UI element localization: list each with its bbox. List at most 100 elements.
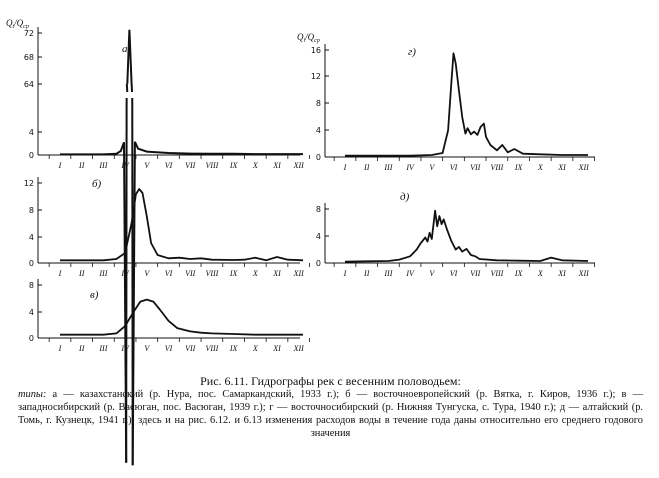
series-line <box>345 52 588 157</box>
month-label: VIII <box>205 269 218 278</box>
month-label: XI <box>272 269 281 278</box>
month-label: III <box>98 269 107 278</box>
month-label: X <box>537 163 544 172</box>
caption-body: типы: а — казахстанский (р. Нура, пос. С… <box>18 388 643 440</box>
month-label: X <box>252 344 259 353</box>
month-label: VI <box>165 344 173 353</box>
series-line-segment <box>126 29 133 85</box>
month-label: IX <box>229 269 239 278</box>
month-label: VIII <box>205 161 218 170</box>
month-label: III <box>383 269 392 278</box>
month-label: V <box>144 161 150 170</box>
month-label: V <box>429 269 435 278</box>
series-line <box>344 209 589 263</box>
month-label: II <box>363 269 370 278</box>
month-label: IX <box>514 163 524 172</box>
caption-text: а — казахстанский (р. Нура, пос. Самарка… <box>18 389 643 439</box>
y-tick-label: 16 <box>311 46 321 55</box>
month-label: I <box>58 344 62 353</box>
month-label: II <box>78 344 85 353</box>
panel-label: г) <box>408 46 416 58</box>
month-label: XII <box>578 163 590 172</box>
y-tick-label: 0 <box>29 151 34 160</box>
month-label: VI <box>450 163 458 172</box>
month-label: VIII <box>490 269 503 278</box>
y-tick-label: 4 <box>29 308 34 317</box>
y-tick-label: 0 <box>29 334 34 343</box>
month-label: VI <box>450 269 458 278</box>
month-label: II <box>363 163 370 172</box>
y-tick-label: 68 <box>24 53 34 62</box>
series-line <box>60 188 304 262</box>
month-label: VII <box>185 344 196 353</box>
month-label: V <box>144 269 150 278</box>
month-label: XI <box>272 161 281 170</box>
month-label: IV <box>405 163 415 172</box>
month-label: I <box>58 269 62 278</box>
month-label: II <box>78 269 85 278</box>
panel-label: д) <box>400 191 410 203</box>
month-label: XII <box>578 269 590 278</box>
caption-title: Рис. 6.11. Гидрографы рек с весенним пол… <box>200 374 461 388</box>
caption-types-word: типы: <box>18 389 47 400</box>
month-label: XII <box>293 161 305 170</box>
month-label: XI <box>557 163 566 172</box>
month-label: V <box>144 344 150 353</box>
y-tick-label: 8 <box>29 206 34 215</box>
month-label: IV <box>405 269 415 278</box>
series-line-segment <box>60 141 128 463</box>
month-label: I <box>58 161 62 170</box>
y-tick-label: 4 <box>29 233 34 242</box>
month-label: II <box>78 161 85 170</box>
month-label: IX <box>229 344 239 353</box>
y-tick-label: 4 <box>316 232 321 241</box>
panel-label: в) <box>90 289 99 301</box>
month-label: X <box>252 269 259 278</box>
y-tick-label: 8 <box>29 281 34 290</box>
month-label: V <box>429 163 435 172</box>
series-line-segment <box>131 141 303 466</box>
month-label: XI <box>557 269 566 278</box>
panel-label: б) <box>92 178 102 190</box>
month-label: VII <box>185 161 196 170</box>
y-tick-label: 12 <box>24 179 34 188</box>
month-label: IV <box>120 344 130 353</box>
y-axis-label: Qt/Qср <box>6 18 29 30</box>
month-label: VII <box>470 269 481 278</box>
y-tick-label: 4 <box>316 126 321 135</box>
month-label: IX <box>514 269 524 278</box>
month-label: I <box>343 163 347 172</box>
y-tick-label: 0 <box>29 259 34 268</box>
month-label: VI <box>165 161 173 170</box>
series-line <box>60 298 303 336</box>
y-tick-label: 64 <box>24 80 34 89</box>
month-label: X <box>252 161 259 170</box>
y-tick-label: 72 <box>24 29 34 38</box>
month-label: III <box>98 344 107 353</box>
month-label: VII <box>470 163 481 172</box>
month-label: XII <box>293 269 305 278</box>
y-tick-label: 8 <box>316 205 321 214</box>
panel-label: а) <box>122 43 132 55</box>
month-label: III <box>98 161 107 170</box>
month-label: VIII <box>205 344 218 353</box>
month-label: III <box>383 163 392 172</box>
y-tick-label: 4 <box>29 128 34 137</box>
y-tick-label: 0 <box>316 259 321 268</box>
y-tick-label: 12 <box>311 72 321 81</box>
month-label: I <box>343 269 347 278</box>
month-label: IV <box>120 269 130 278</box>
month-label: IX <box>229 161 239 170</box>
month-label: VIII <box>490 163 503 172</box>
figure-caption: Рис. 6.11. Гидрографы рек с весенним пол… <box>18 374 643 440</box>
month-label: X <box>537 269 544 278</box>
y-tick-label: 8 <box>316 99 321 108</box>
month-label: XI <box>272 344 281 353</box>
y-tick-label: 0 <box>316 153 321 162</box>
